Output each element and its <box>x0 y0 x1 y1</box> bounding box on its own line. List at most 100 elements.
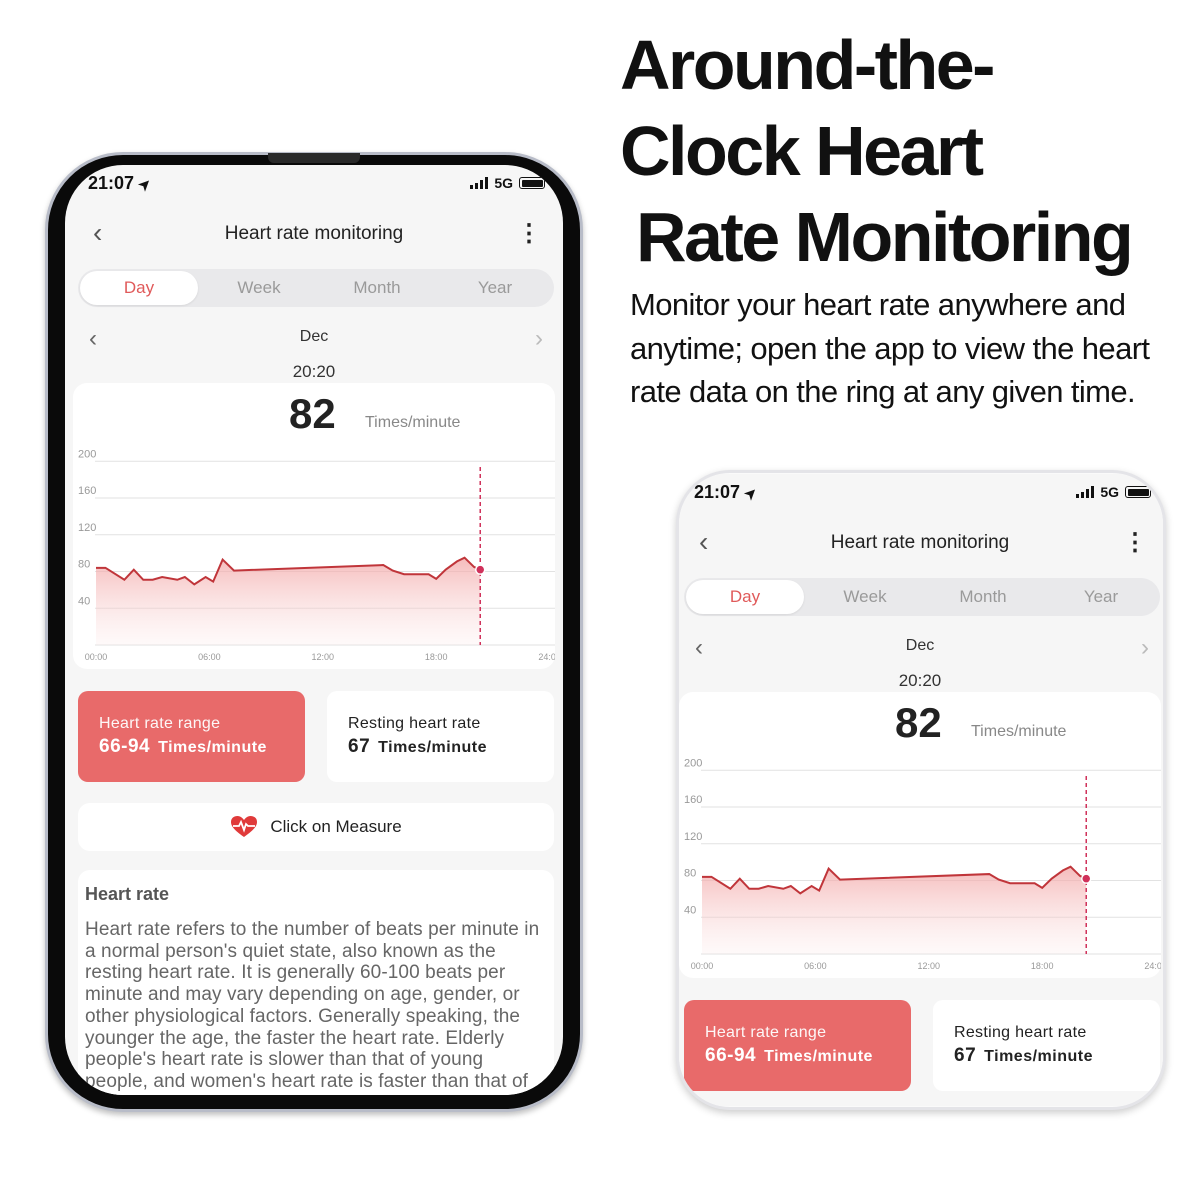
resting-value: 67 <box>348 736 371 757</box>
chevron-left-icon[interactable]: ‹ <box>699 526 709 557</box>
next-period-button[interactable]: › <box>1141 634 1149 661</box>
heart-rate-chart[interactable]: 200 160 120 80 40 00:00 06:00 12:00 18:00 24:00 <box>73 450 555 670</box>
signal-icon <box>470 177 489 189</box>
x-tick-label: 06:00 <box>198 652 221 662</box>
x-tick-label: 18:00 <box>1031 961 1054 971</box>
next-period-button[interactable]: › <box>535 325 543 352</box>
tab-week[interactable]: Week <box>237 278 281 297</box>
selected-point-marker <box>474 564 486 575</box>
resting-value: 67 <box>954 1045 977 1066</box>
signal-icon <box>1076 486 1095 498</box>
range-value-row: 66-94 Times/minute <box>99 736 305 758</box>
x-tick-label: 06:00 <box>804 961 827 971</box>
y-tick-label: 40 <box>684 904 696 916</box>
kebab-icon[interactable]: ⋮ <box>1123 529 1147 556</box>
bpm-unit: Times/minute <box>971 723 1067 740</box>
tab-year[interactable]: Year <box>477 278 513 297</box>
heart-rate-info-card: Heart rate Heart rate refers to the numb… <box>78 870 554 1095</box>
app-screen: 21:07 ➤ 5G ‹ Heart rate monitoring ⋮ Day… <box>679 474 1163 1106</box>
x-tick-label: 24:00 <box>538 652 555 662</box>
y-tick-label: 80 <box>78 559 90 571</box>
tab-month[interactable]: Month <box>353 278 401 297</box>
page-title: Heart rate monitoring <box>224 223 404 244</box>
current-bpm: 82 <box>895 699 942 746</box>
description: Monitor your heart rate anywhere and any… <box>630 287 1150 409</box>
status-time: 21:07 ➤ <box>88 173 154 194</box>
heart-rate-range-card: Heart rate range 66-94 Times/minute <box>684 1000 911 1091</box>
y-tick-label: 160 <box>684 794 702 806</box>
period-tabs: Day Week Month Year <box>78 269 554 307</box>
resting-label: Resting heart rate <box>348 715 481 732</box>
y-tick-label: 120 <box>684 831 702 843</box>
location-arrow-icon: ➤ <box>740 483 761 503</box>
resting-label: Resting heart rate <box>954 1024 1087 1041</box>
selected-time: 20:20 <box>292 362 336 381</box>
y-tick-label: 80 <box>684 868 696 880</box>
range-label: Heart rate range <box>705 1024 827 1041</box>
info-body: Heart rate refers to the number of beats… <box>85 919 540 1095</box>
tab-day[interactable]: Day <box>80 271 198 305</box>
kebab-icon[interactable]: ⋮ <box>517 220 541 247</box>
heart-rate-line <box>702 865 1087 895</box>
y-tick-label: 200 <box>684 759 702 769</box>
y-tick-label: 160 <box>78 485 96 497</box>
resting-unit: Times/minute <box>378 739 487 756</box>
resting-unit: Times/minute <box>984 1048 1093 1065</box>
headline-line: Rate Monitoring <box>636 198 1134 276</box>
y-tick-label: 120 <box>78 522 96 534</box>
heart-rate-chart[interactable]: 200 160 120 80 40 00:00 06:00 12:00 18:00 24:00 <box>679 759 1161 979</box>
phone-frame-secondary: 21:07 ➤ 5G ‹ Heart rate monitoring ⋮ Day… <box>676 470 1166 1110</box>
chevron-left-icon[interactable]: ‹ <box>93 217 103 248</box>
status-indicators: 5G <box>470 175 545 191</box>
x-tick-label: 12:00 <box>918 961 941 971</box>
previous-period-button[interactable]: ‹ <box>695 634 703 661</box>
headline-line: Clock Heart <box>620 112 984 190</box>
y-tick-label: 40 <box>78 595 90 607</box>
range-unit: Times/minute <box>764 1048 873 1065</box>
headline: Around-the- Clock Heart Rate Monitoring <box>620 22 1134 280</box>
tab-month[interactable]: Month <box>959 587 1007 606</box>
tab-year[interactable]: Year <box>1083 587 1119 606</box>
x-tick-label: 00:00 <box>691 961 714 971</box>
selected-point-marker <box>1080 873 1092 884</box>
period-label: Dec <box>905 637 935 654</box>
bpm-unit: Times/minute <box>365 414 461 431</box>
status-time: 21:07 ➤ <box>694 482 760 503</box>
measure-button[interactable]: Click on Measure <box>78 803 554 851</box>
x-tick-label: 18:00 <box>425 652 448 662</box>
status-indicators: 5G <box>1076 484 1151 500</box>
x-tick-label: 00:00 <box>85 652 108 662</box>
phone-notch <box>268 153 360 163</box>
resting-value-row: 67 Times/minute <box>348 736 554 758</box>
resting-heart-rate-card: Resting heart rate 67 Times/minute <box>933 1000 1160 1091</box>
previous-period-button[interactable]: ‹ <box>89 325 97 352</box>
period-label: Dec <box>299 328 329 345</box>
range-value: 66-94 <box>99 736 151 757</box>
current-bpm: 82 <box>289 390 336 437</box>
selected-time: 20:20 <box>898 671 942 690</box>
heart-rate-line <box>96 556 481 586</box>
battery-icon <box>519 177 545 189</box>
tab-day[interactable]: Day <box>686 580 804 614</box>
battery-icon <box>1125 486 1151 498</box>
clock: 21:07 <box>694 482 741 502</box>
location-arrow-icon: ➤ <box>134 174 155 194</box>
network-label: 5G <box>1100 484 1119 500</box>
x-tick-label: 24:00 <box>1144 961 1161 971</box>
range-value: 66-94 <box>705 1045 757 1066</box>
info-title: Heart rate <box>85 884 170 904</box>
page-title: Heart rate monitoring <box>830 532 1010 553</box>
tab-week[interactable]: Week <box>843 587 887 606</box>
area-fill <box>702 866 1087 954</box>
resting-heart-rate-card: Resting heart rate 67 Times/minute <box>327 691 554 782</box>
y-tick-label: 200 <box>78 450 96 460</box>
range-unit: Times/minute <box>158 739 267 756</box>
headline-line: Around-the- <box>620 26 995 104</box>
clock: 21:07 <box>88 173 135 193</box>
app-screen: 21:07 ➤ 5G ‹ Heart rate monitoring ⋮ Day… <box>65 165 563 1095</box>
heart-rate-range-card: Heart rate range 66-94 Times/minute <box>78 691 305 782</box>
network-label: 5G <box>494 175 513 191</box>
x-tick-label: 12:00 <box>312 652 335 662</box>
area-fill <box>96 557 481 645</box>
period-tabs: Day Week Month Year <box>684 578 1160 616</box>
